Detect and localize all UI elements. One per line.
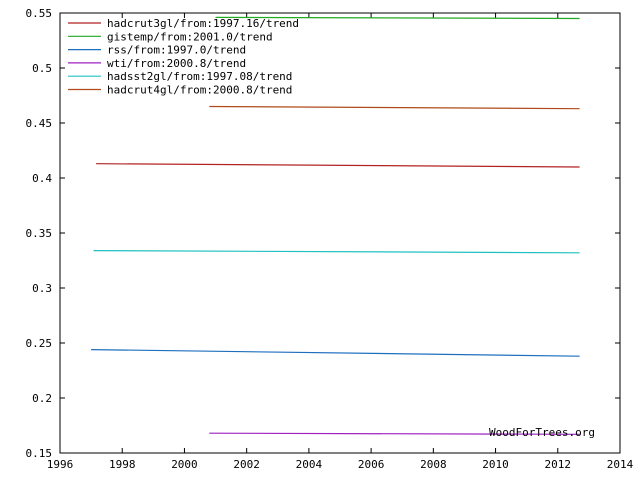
series-layer [91,16,580,435]
x-tick-label: 2006 [358,458,385,471]
legend-label-0: hadcrut3gl/from:1997.16/trend [107,17,299,30]
y-axis: 0.15 0.2 0.25 0.3 0.35 0.4 0.45 0.5 0.55 [26,7,620,460]
x-tick-label: 2008 [420,458,447,471]
y-tick-label: 0.55 [26,7,53,20]
credit-label: WoodForTrees.org [489,426,595,439]
plot-area [59,12,621,454]
y-tick-label: 0.3 [32,282,52,295]
x-tick-label: 2012 [545,458,572,471]
series-line-5 [209,105,580,110]
y-tick-label: 0.4 [32,172,52,185]
series-line-0 [96,163,580,168]
legend-label-2: rss/from:1997.0/trend [107,44,246,57]
x-tick-label: 1998 [109,458,136,471]
series-line-1 [215,16,580,20]
x-tick-label: 1996 [47,458,74,471]
x-tick-label: 2010 [482,458,509,471]
series-line-2 [91,349,580,357]
x-tick-label: 2002 [233,458,260,471]
legend: hadcrut3gl/from:1997.16/trendgistemp/fro… [68,17,299,97]
legend-label-5: hadcrut4gl/from:2000.8/trend [107,84,292,97]
y-tick-label: 0.15 [26,447,53,460]
legend-label-4: hadsst2gl/from:1997.08/trend [107,70,292,83]
x-tick-label: 2004 [296,458,323,471]
legend-label-3: wti/from:2000.8/trend [107,57,246,70]
y-tick-label: 0.45 [26,117,53,130]
y-tick-label: 0.5 [32,62,52,75]
y-tick-label: 0.35 [26,227,53,240]
series-line-3 [209,432,580,435]
series-line-4 [93,250,580,254]
x-axis: 1996 1998 2000 2002 2004 2006 2008 2010 2012 2014 [47,13,634,471]
x-tick-label: 2014 [607,458,634,471]
legend-label-1: gistemp/from:2001.0/trend [107,30,273,43]
y-tick-label: 0.2 [32,392,52,405]
y-tick-label: 0.25 [26,337,53,350]
x-tick-label: 2000 [171,458,198,471]
